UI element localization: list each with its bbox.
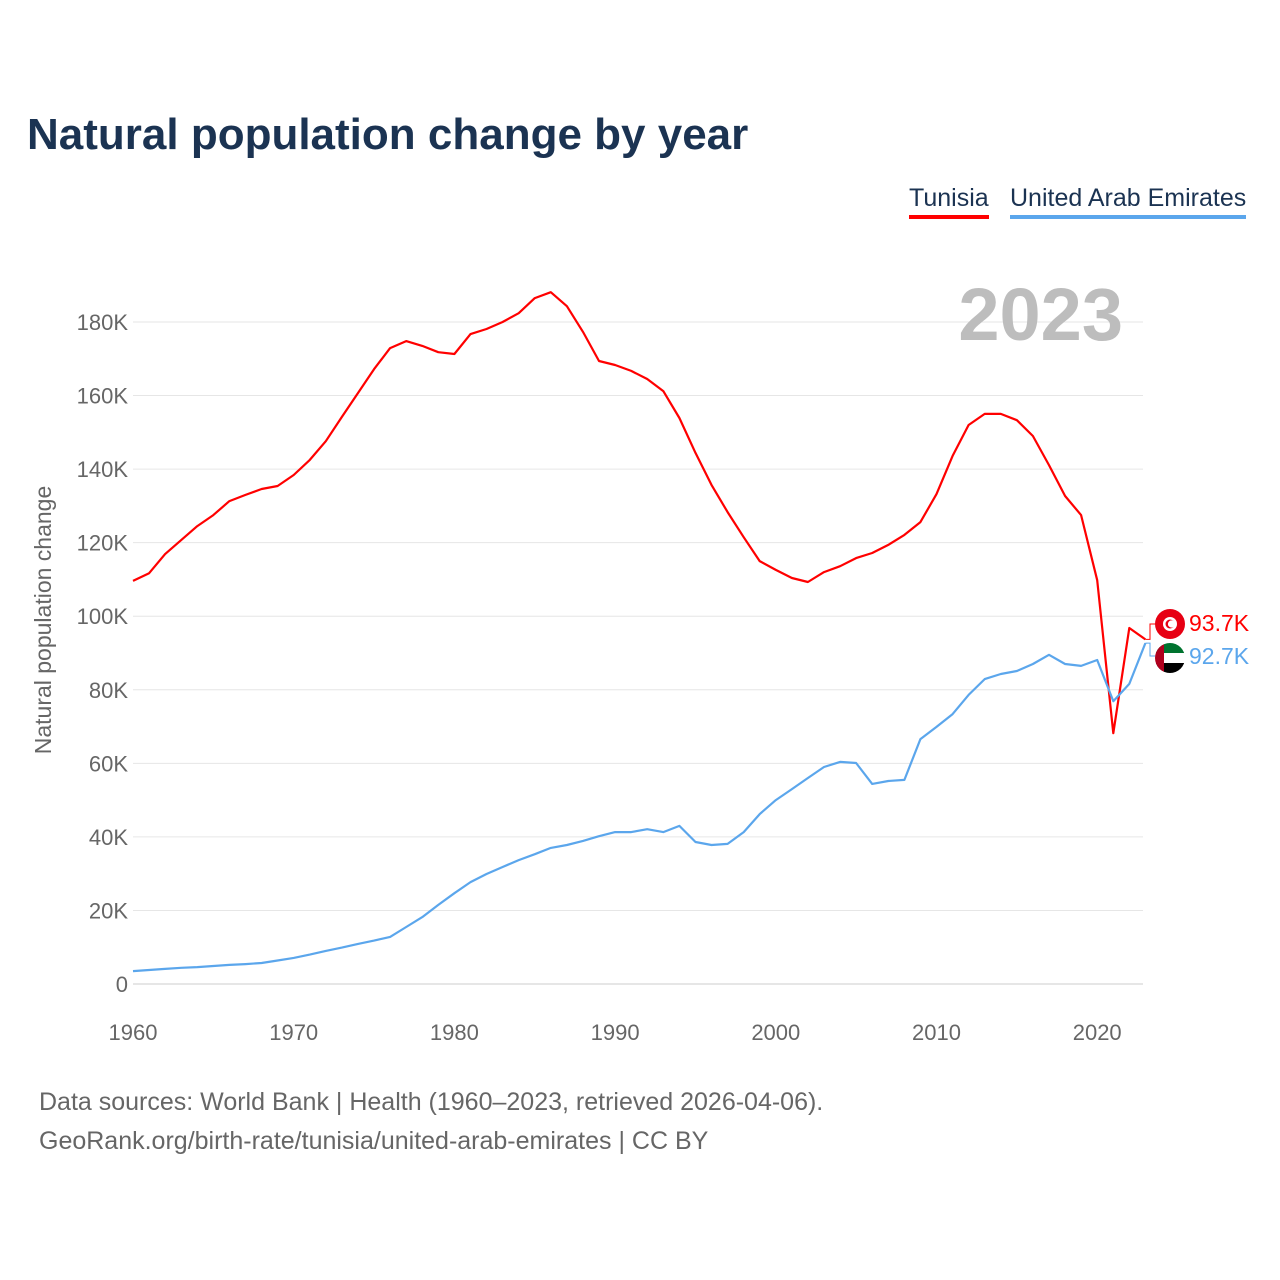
x-tick-label: 2010: [912, 1020, 961, 1045]
stripe-red: [1155, 643, 1164, 673]
y-tick-label: 40K: [89, 825, 128, 850]
legend-uae[interactable]: United Arab Emirates: [1010, 184, 1247, 219]
tunisia-end-label: 93.7K: [1189, 610, 1250, 636]
x-tick-label: 2000: [751, 1020, 800, 1045]
x-tick-label: 1970: [269, 1020, 318, 1045]
tunisia-connector: [1145, 623, 1156, 640]
year-watermark: 2023: [958, 273, 1123, 356]
legend-tunisia[interactable]: Tunisia: [909, 184, 989, 219]
uae-end-label: 92.7K: [1189, 643, 1250, 669]
y-tick-label: 180K: [77, 310, 129, 335]
x-tick-label: 1980: [430, 1020, 479, 1045]
flag-body: [1155, 643, 1185, 673]
y-tick-label: 80K: [89, 678, 128, 703]
x-tick-label: 1960: [109, 1020, 158, 1045]
uae-flag-icon: [1155, 643, 1185, 673]
x-tick-label: 1990: [591, 1020, 640, 1045]
x-tick-label: 2020: [1073, 1020, 1122, 1045]
source-line-2[interactable]: GeoRank.org/birth-rate/tunisia/united-ar…: [39, 1127, 709, 1155]
series-line-uae: [132, 642, 1147, 973]
stripe-white: [1155, 653, 1185, 663]
y-tick-label: 120K: [77, 531, 129, 556]
y-tick-label: 20K: [89, 898, 128, 923]
series-line-tunisia: [132, 291, 1147, 735]
stripe-green: [1155, 643, 1185, 653]
y-tick-label: 100K: [77, 604, 129, 629]
source-line-1: Data sources: World Bank | Health (1960–…: [39, 1088, 824, 1116]
uae-connector: [1145, 642, 1156, 657]
y-tick-label: 0: [116, 972, 128, 997]
y-tick-label: 140K: [77, 457, 129, 482]
tunisia-flag-icon: [1155, 609, 1185, 639]
chart-title: Natural population change by year: [27, 110, 749, 159]
y-tick-label: 160K: [77, 384, 129, 409]
y-tick-label: 60K: [89, 751, 128, 776]
stripe-black: [1155, 663, 1185, 673]
flag-crescent-cut: [1167, 620, 1176, 628]
y-axis-label: Natural population change: [30, 486, 56, 755]
